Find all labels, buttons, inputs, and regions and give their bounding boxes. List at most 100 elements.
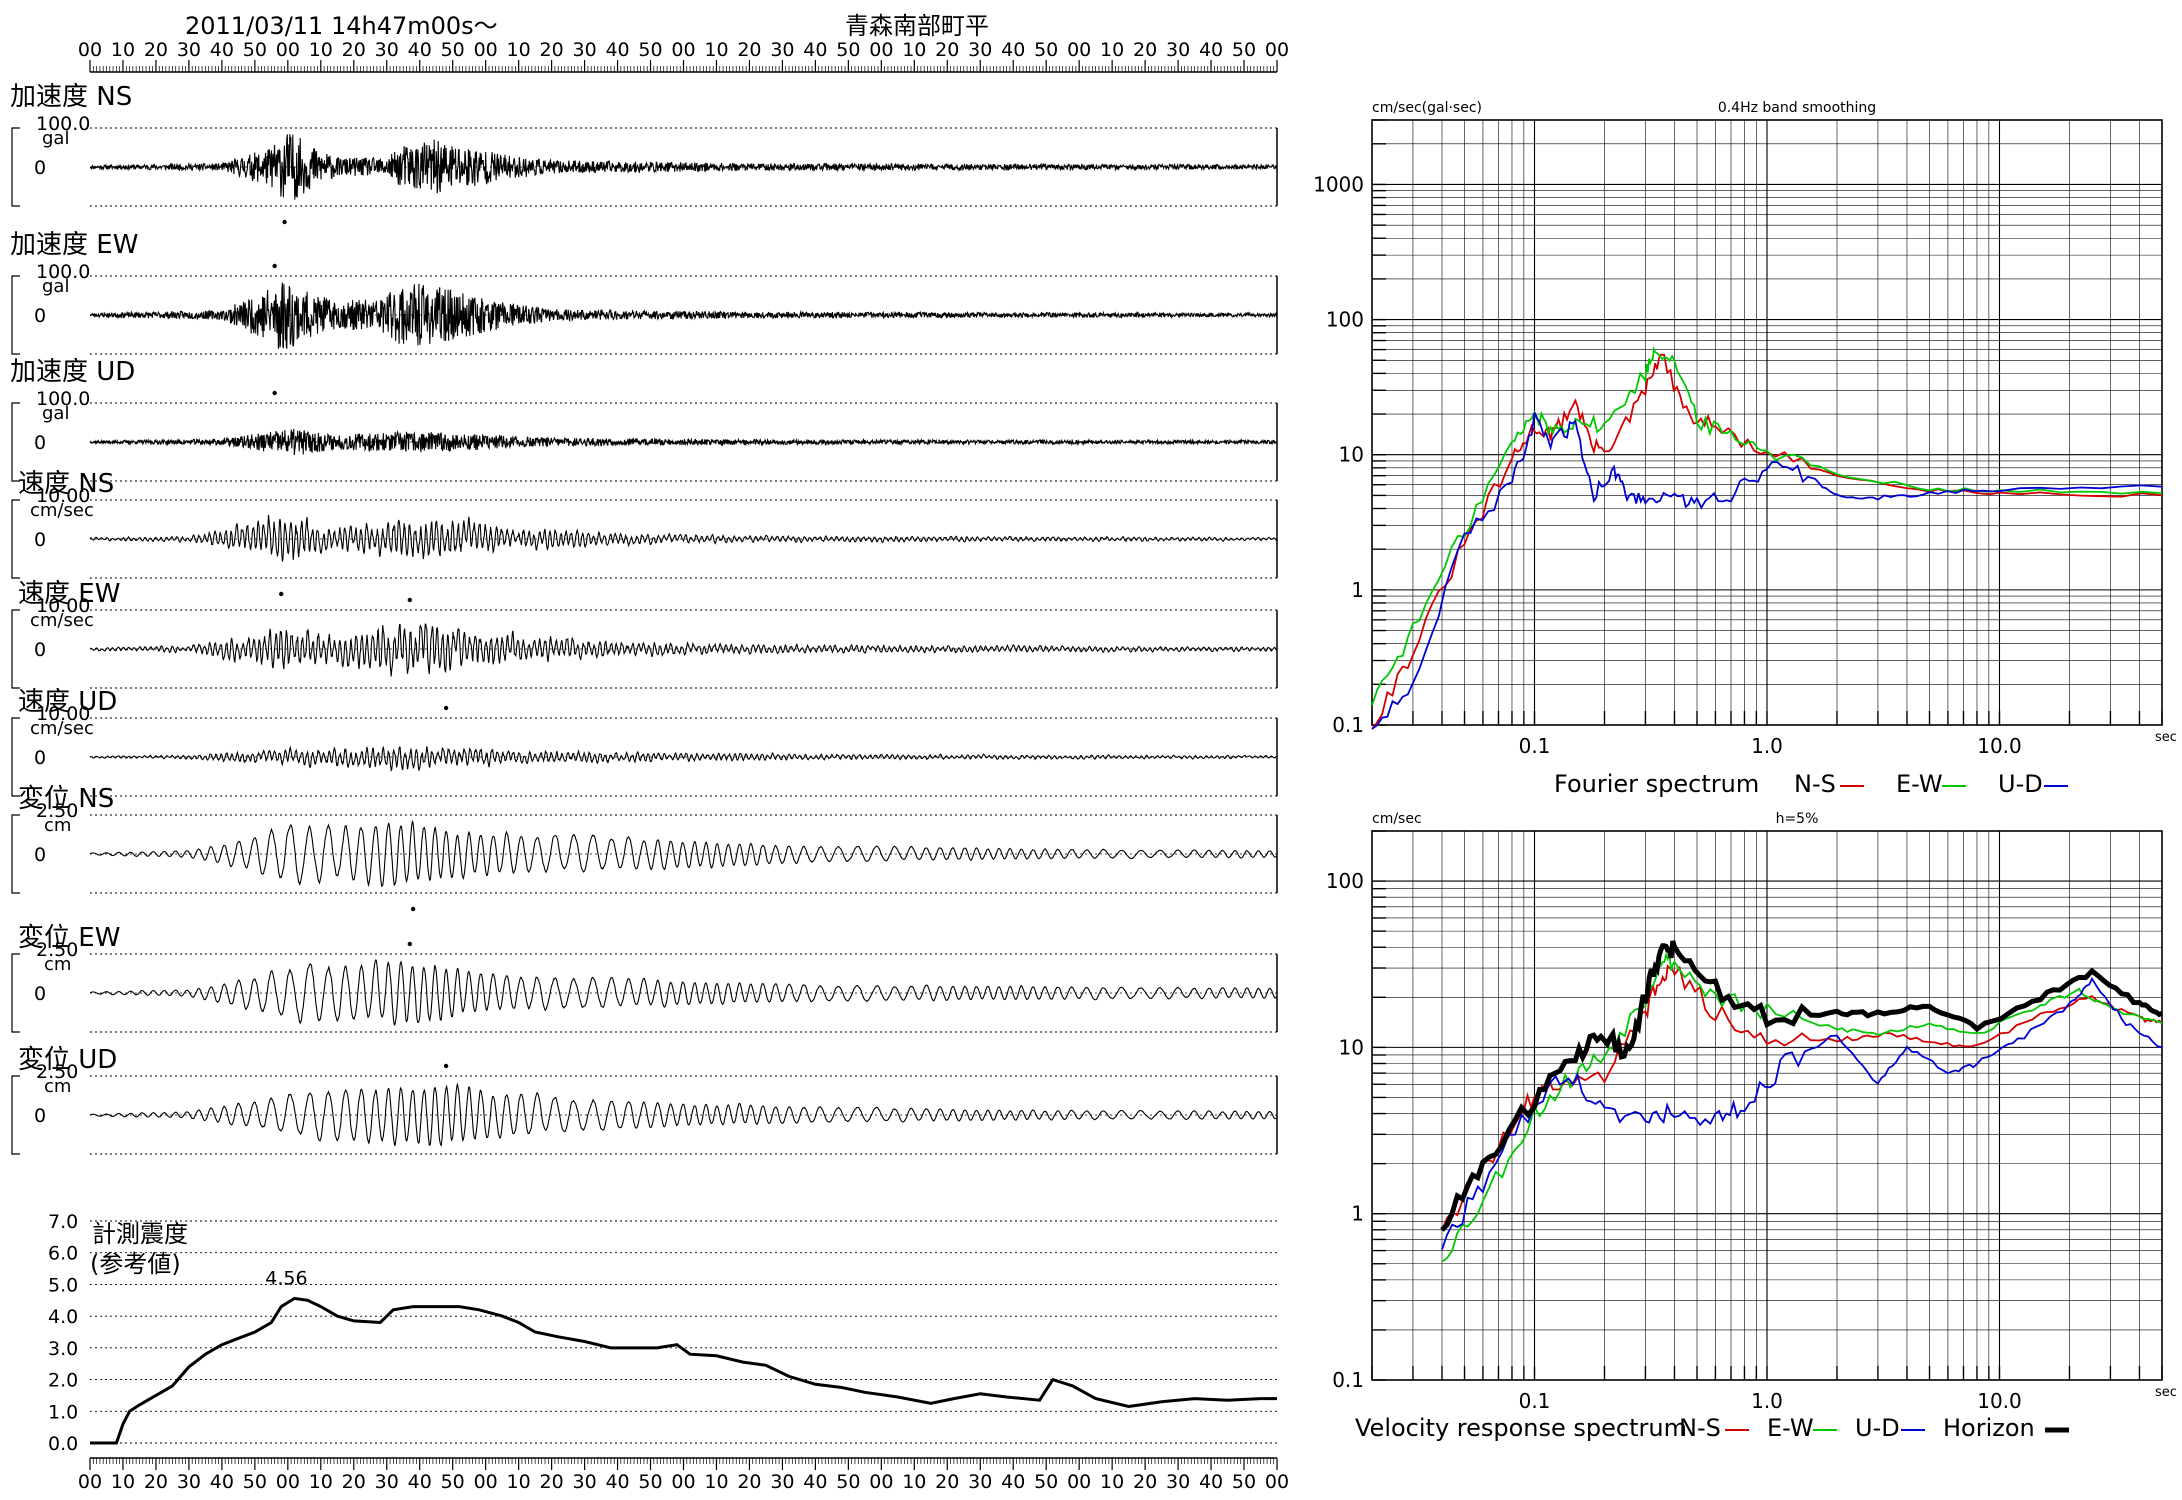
bottom-time-axis-label: 40 (408, 1471, 432, 1493)
waveform-title: 加速度 EW (10, 230, 138, 260)
scale-label: 10.00 (36, 703, 90, 725)
waveform-title: 変位 EW (18, 923, 120, 953)
top-time-axis-label: 20 (540, 39, 564, 61)
legend: Fourier spectrum N-S E-W U-D (1554, 770, 2068, 798)
y-tick-label: 1 (1351, 578, 1364, 602)
intensity-peak-label: 4.56 (265, 1267, 307, 1289)
fourier-spectrum-chart: 0.1 1.0 10.0 0.1 1 10 100 1000 sec cm/sec(gal·sec… (1313, 100, 2177, 798)
series-line-horizon (1440, 940, 2163, 1232)
top-time-axis-label: 00 (1067, 39, 1091, 61)
peak-marker (279, 591, 284, 597)
intensity-y-tick: 7.0 (48, 1211, 78, 1233)
scale-label: 100.0 (36, 388, 90, 410)
top-time-axis-label: 20 (935, 39, 959, 61)
top-time-axis: 00 10 20 30 40 50 00 10 20 30 40 50 00 10 20 30 40 50 00 10… (78, 39, 1289, 73)
top-time-axis-label: 50 (1034, 39, 1058, 61)
bottom-time-axis-label: 30 (1166, 1471, 1190, 1493)
bottom-time-axis-label: 00 (78, 1471, 102, 1493)
waveform-title: 加速度 NS (10, 82, 132, 112)
panel-left-bracket (11, 402, 20, 482)
peak-marker (443, 705, 449, 711)
station-name: 青森南部町平 (845, 12, 989, 40)
waveform-trace (89, 1082, 1278, 1147)
bottom-time-axis-label: 00 (276, 1471, 300, 1493)
panel-left-bracket (11, 953, 20, 1033)
top-time-axis-label: 10 (111, 39, 135, 61)
unit-label: gal (42, 128, 69, 149)
panel-left-bracket (11, 814, 20, 894)
scale-label: 10.00 (36, 485, 90, 507)
top-time-axis-label: 40 (1001, 39, 1025, 61)
zero-label: 0 (34, 432, 46, 454)
zero-label: 0 (34, 529, 46, 551)
bottom-time-axis-label: 10 (902, 1471, 926, 1493)
legend-title: Velocity response spectrum (1355, 1414, 1687, 1442)
legend-entry-label: Horizon (1943, 1414, 2035, 1442)
x-tick-label: 1.0 (1751, 1389, 1783, 1413)
waveform-title: 速度 EW (18, 579, 120, 609)
unit-label: gal (42, 276, 69, 297)
intensity-y-tick: 5.0 (48, 1274, 78, 1296)
scale-label: 100.0 (36, 113, 90, 135)
y-tick-label: 0.1 (1332, 1368, 1364, 1392)
waveform-trace (89, 623, 1278, 677)
velocity-response-chart: 0.1 1.0 10.0 0.1 1 10 100 sec cm/sec h=5% Velocity… (1326, 811, 2177, 1442)
bottom-time-axis-label: 50 (836, 1471, 860, 1493)
waveform-title: 速度 NS (18, 469, 114, 499)
bottom-time-axis-label: 40 (803, 1471, 827, 1493)
zero-label: 0 (34, 157, 46, 179)
zero-label: 0 (34, 1105, 46, 1127)
series-line-u-d (1371, 412, 2163, 730)
peak-marker (410, 906, 416, 912)
unit-label: cm (44, 954, 71, 975)
unit-label: cm (44, 815, 71, 836)
zero-label: 0 (34, 747, 46, 769)
top-time-axis-label: 10 (309, 39, 333, 61)
unit-label: gal (42, 403, 69, 424)
intensity-y-tick: 4.0 (48, 1306, 78, 1328)
bottom-time-axis-label: 00 (474, 1471, 498, 1493)
top-time-axis-label: 30 (968, 39, 992, 61)
waveform-trace (89, 134, 1278, 200)
series-line-u-d (1441, 976, 2163, 1250)
top-time-axis-label: 30 (1166, 39, 1190, 61)
bottom-time-axis-label: 40 (605, 1471, 629, 1493)
top-time-axis-label: 00 (869, 39, 893, 61)
waveform-trace (89, 819, 1278, 888)
legend-entry-label: U-D (1998, 770, 2043, 798)
x-tick-label: 10.0 (1977, 1389, 2022, 1413)
x-tick-label: 0.1 (1519, 734, 1551, 758)
bottom-time-axis-label: 50 (1034, 1471, 1058, 1493)
bottom-time-axis-label: 30 (770, 1471, 794, 1493)
series-line-e-w (1441, 951, 2163, 1263)
intensity-y-tick: 0.0 (48, 1433, 78, 1455)
y-tick-label: 1000 (1313, 172, 1364, 196)
scale-label: 2.50 (36, 939, 78, 961)
y-tick-label: 100 (1326, 869, 1364, 893)
panel-left-bracket (11, 499, 20, 579)
panel-left-bracket (11, 1075, 20, 1155)
top-time-axis-label: 30 (770, 39, 794, 61)
zero-label: 0 (34, 844, 46, 866)
bottom-time-axis-label: 10 (1100, 1471, 1124, 1493)
intensity-subtitle: (参考値) (90, 1250, 181, 1278)
bottom-time-axis-label: 20 (1133, 1471, 1157, 1493)
top-time-axis-label: 20 (1133, 39, 1157, 61)
unit-label: cm/sec (30, 500, 94, 521)
intensity-y-tick: 1.0 (48, 1401, 78, 1423)
peak-marker (272, 263, 277, 269)
legend-entry-label: E-W (1767, 1414, 1814, 1442)
y-tick-label: 0.1 (1332, 713, 1364, 737)
top-time-axis-label: 00 (78, 39, 102, 61)
y-tick-label: 100 (1326, 308, 1364, 332)
peak-marker (272, 390, 277, 396)
x-tick-label: 1.0 (1751, 734, 1783, 758)
panel-left-bracket (11, 609, 20, 689)
waveform-trace (89, 514, 1278, 562)
top-time-axis-label: 00 (474, 39, 498, 61)
record-start-time: 2011/03/11 14h47m00s～ (185, 12, 498, 40)
bottom-time-axis-label: 00 (1265, 1471, 1289, 1493)
